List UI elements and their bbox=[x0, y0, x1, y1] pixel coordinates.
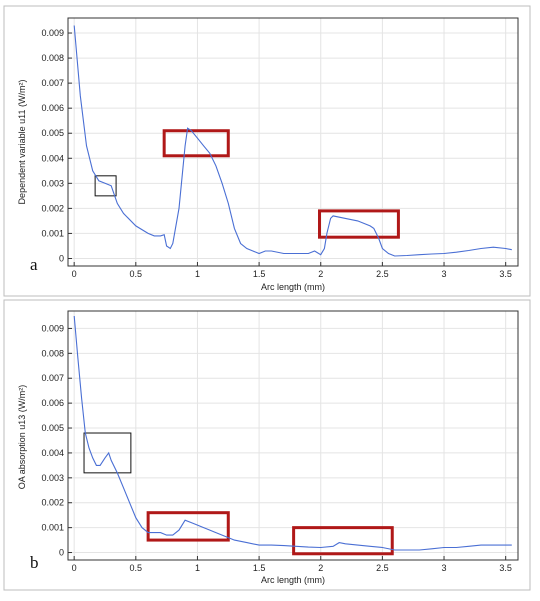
panel-a-y-tick-label: 0.004 bbox=[41, 153, 64, 163]
panel-a-x-ticks: 0 0.5 1 1.5 2 2.5 3 3.5 bbox=[72, 269, 512, 279]
panel-b-y-tick-label: 0.007 bbox=[41, 373, 64, 383]
panel-b-letter: b bbox=[30, 553, 39, 572]
panel-a-y-tick-label: 0.001 bbox=[41, 228, 64, 238]
panel-b-x-tick-label: 1 bbox=[195, 563, 200, 573]
panel-b-y-tick-label: 0.006 bbox=[41, 398, 64, 408]
panel-b-x-tick-label: 0 bbox=[72, 563, 77, 573]
panel-a-plot-area bbox=[68, 18, 518, 266]
panel-a-frame bbox=[3, 5, 531, 297]
panel-a-series bbox=[73, 25, 512, 257]
panel-b-highlight-box bbox=[146, 511, 230, 542]
panel-a-axes bbox=[67, 17, 519, 267]
panel-b-x-tick-label: 3.5 bbox=[499, 563, 512, 573]
panel-a-x-tick-label: 1 bbox=[195, 269, 200, 279]
panel-b-y-tick-label: 0.009 bbox=[41, 323, 64, 333]
panel-b-frame bbox=[3, 299, 531, 591]
panel-b-x-tick-label: 0.5 bbox=[130, 563, 143, 573]
panel-a-y-tick-label: 0.006 bbox=[41, 103, 64, 113]
panel-b-x-tick-label: 1.5 bbox=[253, 563, 266, 573]
panel-b-x-axis-label: Arc length (mm) bbox=[261, 575, 325, 585]
panel-a-y-tick-label: 0.005 bbox=[41, 128, 64, 138]
panel-a-inset-box bbox=[94, 175, 117, 197]
panel-a-x-tick-label: 2.5 bbox=[376, 269, 389, 279]
panel-a-y-tick-label: 0.009 bbox=[41, 28, 64, 38]
panel-a-y-tick-label: 0.003 bbox=[41, 178, 64, 188]
panel-a-axes-frame bbox=[67, 17, 519, 267]
panel-b-plot-area bbox=[68, 311, 518, 560]
panel-b-y-tick-label: 0.002 bbox=[41, 498, 64, 508]
panel-b-x-tick-label: 3 bbox=[442, 563, 447, 573]
panel-b-highlight-box bbox=[292, 526, 394, 556]
panel-a-y-tick-label: 0.007 bbox=[41, 78, 64, 88]
panel-b-y-tick-label: 0.008 bbox=[41, 348, 64, 358]
panel-a-x-axis-label: Arc length (mm) bbox=[261, 282, 325, 292]
panel-a-x-tick-label: 1.5 bbox=[253, 269, 266, 279]
panel-b-y-tick-label: 0.001 bbox=[41, 523, 64, 533]
panel-a-y-tick-label: 0.002 bbox=[41, 203, 64, 213]
panel-a-highlight-box bbox=[162, 129, 230, 158]
panel-a-x-tick-label: 3 bbox=[442, 269, 447, 279]
panel-a-letter: a bbox=[30, 255, 38, 274]
panel-b-y-ticks: 0 0.001 0.002 0.003 0.004 0.005 0.006 0.007 0.00… bbox=[41, 323, 64, 557]
panel-a-y-tick-label: 0 bbox=[59, 253, 64, 263]
panel-a-highlight-box bbox=[318, 209, 400, 239]
panel-a-x-tick-label: 2 bbox=[318, 269, 323, 279]
panel-b-axes-frame bbox=[67, 310, 519, 561]
panel-a-x-tick-label: 0 bbox=[72, 269, 77, 279]
panel-a-x-tick-label: 0.5 bbox=[130, 269, 143, 279]
panel-a-annotations bbox=[94, 129, 400, 239]
panel-b-x-ticks: 0 0.5 1 1.5 2 2.5 3 3.5 bbox=[72, 563, 512, 573]
panel-b-inset-box bbox=[83, 432, 132, 474]
panel-b-y-tick-label: 0 bbox=[59, 548, 64, 558]
panel-a-data-line bbox=[73, 25, 512, 257]
panel-a-y-tick-label: 0.008 bbox=[41, 53, 64, 63]
panel-b-axes bbox=[67, 310, 519, 561]
chart-panel-b: 0 0.5 1 1.5 2 2.5 3 3.5 0 0.001 0.002 0.003 0.004 0.… bbox=[3, 299, 531, 591]
panel-b-y-tick-label: 0.004 bbox=[41, 448, 64, 458]
panel-b-y-tick-label: 0.003 bbox=[41, 473, 64, 483]
panel-b-series bbox=[73, 315, 512, 551]
panel-b-x-tick-label: 2 bbox=[318, 563, 323, 573]
panel-b-y-axis-label: OA absorption u13 (W/m²) bbox=[17, 385, 27, 490]
panel-b-annotations bbox=[83, 432, 394, 556]
panel-a-x-tick-label: 3.5 bbox=[499, 269, 512, 279]
panel-b-data-line bbox=[73, 315, 512, 551]
panel-a-y-axis-label: Dependent variable u11 (W/m²) bbox=[17, 80, 27, 205]
panel-a-grid bbox=[68, 18, 518, 266]
panel-b-y-tick-label: 0.005 bbox=[41, 423, 64, 433]
chart-panel-a: 0 0.5 1 1.5 2 2.5 3 3.5 0 0.001 0.002 0.003 0.004 0.… bbox=[3, 5, 531, 297]
panel-a-y-ticks: 0 0.001 0.002 0.003 0.004 0.005 0.006 0.007 0.00… bbox=[41, 28, 64, 263]
panel-b-x-tick-label: 2.5 bbox=[376, 563, 389, 573]
